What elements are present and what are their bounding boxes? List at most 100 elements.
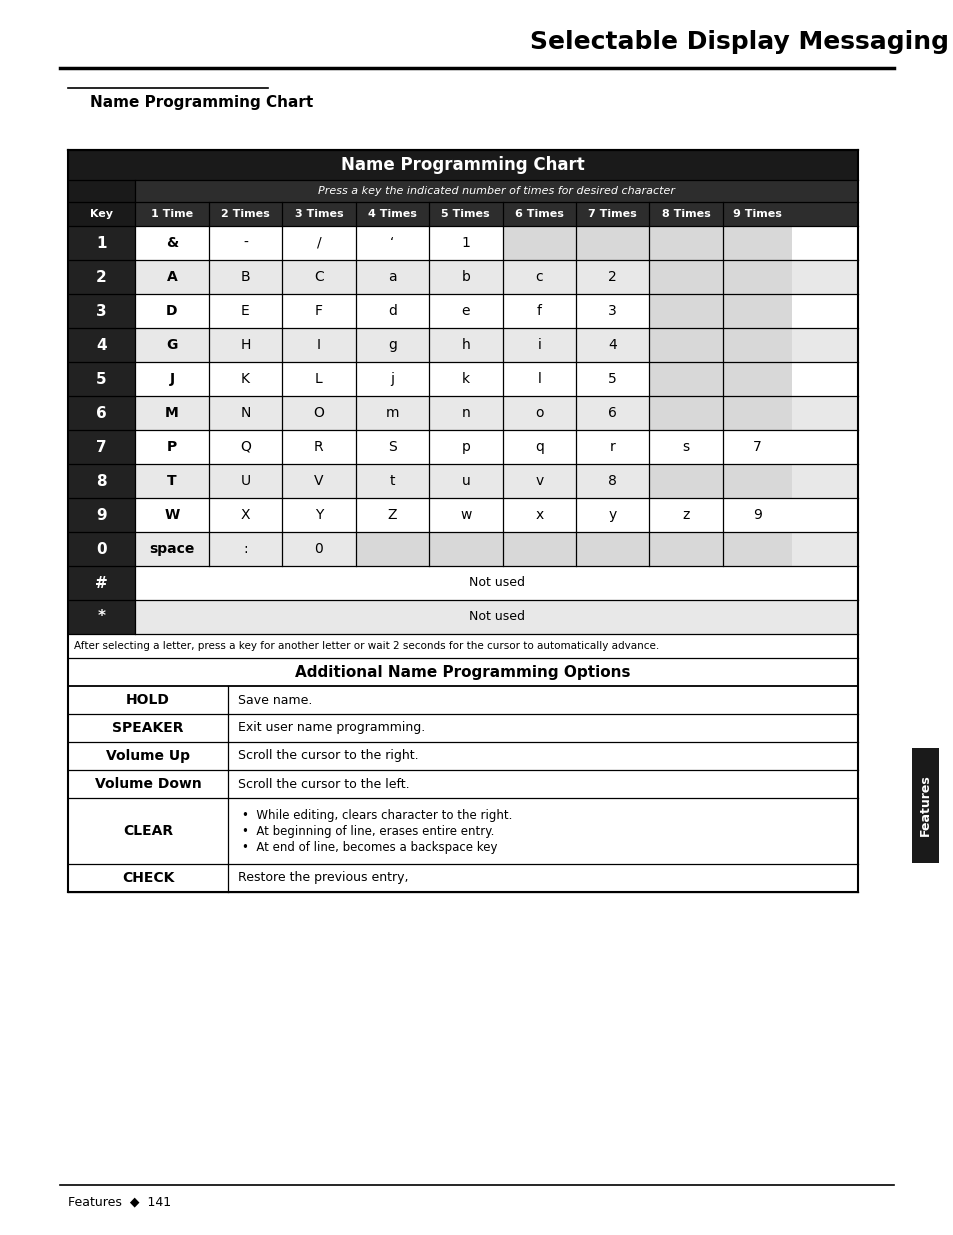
Bar: [68, 226, 135, 261]
Bar: [68, 566, 857, 600]
Text: K: K: [240, 372, 250, 387]
Text: Exit user name programming.: Exit user name programming.: [237, 721, 425, 735]
Text: U: U: [240, 474, 250, 488]
Bar: [722, 362, 791, 396]
Text: •  At end of line, becomes a backspace key: • At end of line, becomes a backspace ke…: [242, 841, 497, 853]
Text: SPEAKER: SPEAKER: [112, 721, 184, 735]
Bar: [68, 685, 857, 714]
Bar: [722, 226, 791, 261]
Text: Features  ◆  141: Features ◆ 141: [68, 1195, 171, 1209]
Text: 5: 5: [608, 372, 617, 387]
Text: After selecting a letter, press a key for another letter or wait 2 seconds for t: After selecting a letter, press a key fo…: [74, 641, 659, 651]
Text: 2: 2: [96, 269, 107, 284]
Text: X: X: [240, 508, 250, 522]
Text: 5: 5: [96, 372, 107, 387]
Text: Additional Name Programming Options: Additional Name Programming Options: [294, 664, 630, 679]
Bar: [649, 261, 722, 294]
Text: A: A: [167, 270, 177, 284]
Text: Z: Z: [387, 508, 396, 522]
Bar: [911, 747, 938, 862]
Text: CHECK: CHECK: [122, 871, 174, 885]
Text: P: P: [167, 440, 177, 454]
Bar: [722, 464, 791, 498]
Bar: [649, 532, 722, 566]
Text: 6: 6: [96, 405, 107, 420]
Bar: [68, 864, 857, 892]
Text: space: space: [149, 542, 194, 556]
Bar: [649, 464, 722, 498]
Text: z: z: [681, 508, 689, 522]
Bar: [722, 396, 791, 430]
Bar: [68, 430, 857, 464]
Text: 2: 2: [608, 270, 617, 284]
Bar: [68, 498, 135, 532]
Text: Press a key the indicated number of times for desired character: Press a key the indicated number of time…: [317, 186, 675, 196]
Text: L: L: [314, 372, 322, 387]
Bar: [68, 566, 135, 600]
Bar: [68, 658, 857, 685]
Bar: [68, 261, 135, 294]
Text: •  While editing, clears character to the right.: • While editing, clears character to the…: [242, 809, 512, 821]
Text: h: h: [461, 338, 470, 352]
Text: Not used: Not used: [468, 577, 524, 589]
Text: 3: 3: [608, 304, 617, 317]
Bar: [68, 532, 857, 566]
Text: Restore the previous entry,: Restore the previous entry,: [237, 872, 408, 884]
Text: 3: 3: [96, 304, 107, 319]
Bar: [68, 329, 857, 362]
Text: Scroll the cursor to the left.: Scroll the cursor to the left.: [237, 778, 409, 790]
Text: s: s: [682, 440, 689, 454]
Bar: [576, 532, 649, 566]
Bar: [68, 180, 857, 203]
Text: I: I: [316, 338, 320, 352]
Text: W: W: [164, 508, 179, 522]
Text: CLEAR: CLEAR: [123, 824, 172, 839]
Text: 7 Times: 7 Times: [588, 209, 637, 219]
Text: T: T: [167, 474, 176, 488]
Text: Name Programming Chart: Name Programming Chart: [90, 95, 313, 110]
Bar: [68, 464, 135, 498]
Text: Save name.: Save name.: [237, 694, 312, 706]
Bar: [68, 294, 135, 329]
Text: Y: Y: [314, 508, 323, 522]
Text: i: i: [537, 338, 540, 352]
Text: HOLD: HOLD: [126, 693, 170, 706]
Text: #: #: [95, 576, 108, 590]
Bar: [429, 532, 502, 566]
Text: O: O: [313, 406, 324, 420]
Text: 0: 0: [314, 542, 323, 556]
Text: 6 Times: 6 Times: [515, 209, 563, 219]
Bar: [68, 362, 135, 396]
Bar: [576, 226, 649, 261]
Text: f: f: [537, 304, 541, 317]
Bar: [68, 203, 135, 226]
Text: Key: Key: [90, 209, 113, 219]
Bar: [722, 294, 791, 329]
Bar: [68, 149, 857, 180]
Text: Volume Up: Volume Up: [106, 748, 190, 763]
Bar: [68, 329, 135, 362]
Bar: [68, 769, 857, 798]
Text: 4 Times: 4 Times: [368, 209, 416, 219]
Text: ‘: ‘: [390, 236, 394, 249]
Text: Scroll the cursor to the right.: Scroll the cursor to the right.: [237, 750, 418, 762]
Bar: [649, 226, 722, 261]
Text: v: v: [535, 474, 543, 488]
Bar: [68, 261, 857, 294]
Text: o: o: [535, 406, 543, 420]
Text: S: S: [388, 440, 396, 454]
Text: •  At beginning of line, erases entire entry.: • At beginning of line, erases entire en…: [242, 825, 494, 837]
Text: C: C: [314, 270, 323, 284]
Text: F: F: [314, 304, 322, 317]
Text: m: m: [385, 406, 398, 420]
Text: e: e: [461, 304, 470, 317]
Bar: [649, 329, 722, 362]
Text: 1: 1: [461, 236, 470, 249]
Bar: [68, 600, 857, 634]
Text: E: E: [241, 304, 250, 317]
Bar: [68, 464, 857, 498]
Text: 2 Times: 2 Times: [221, 209, 270, 219]
Bar: [68, 180, 135, 203]
Bar: [649, 362, 722, 396]
Text: q: q: [535, 440, 543, 454]
